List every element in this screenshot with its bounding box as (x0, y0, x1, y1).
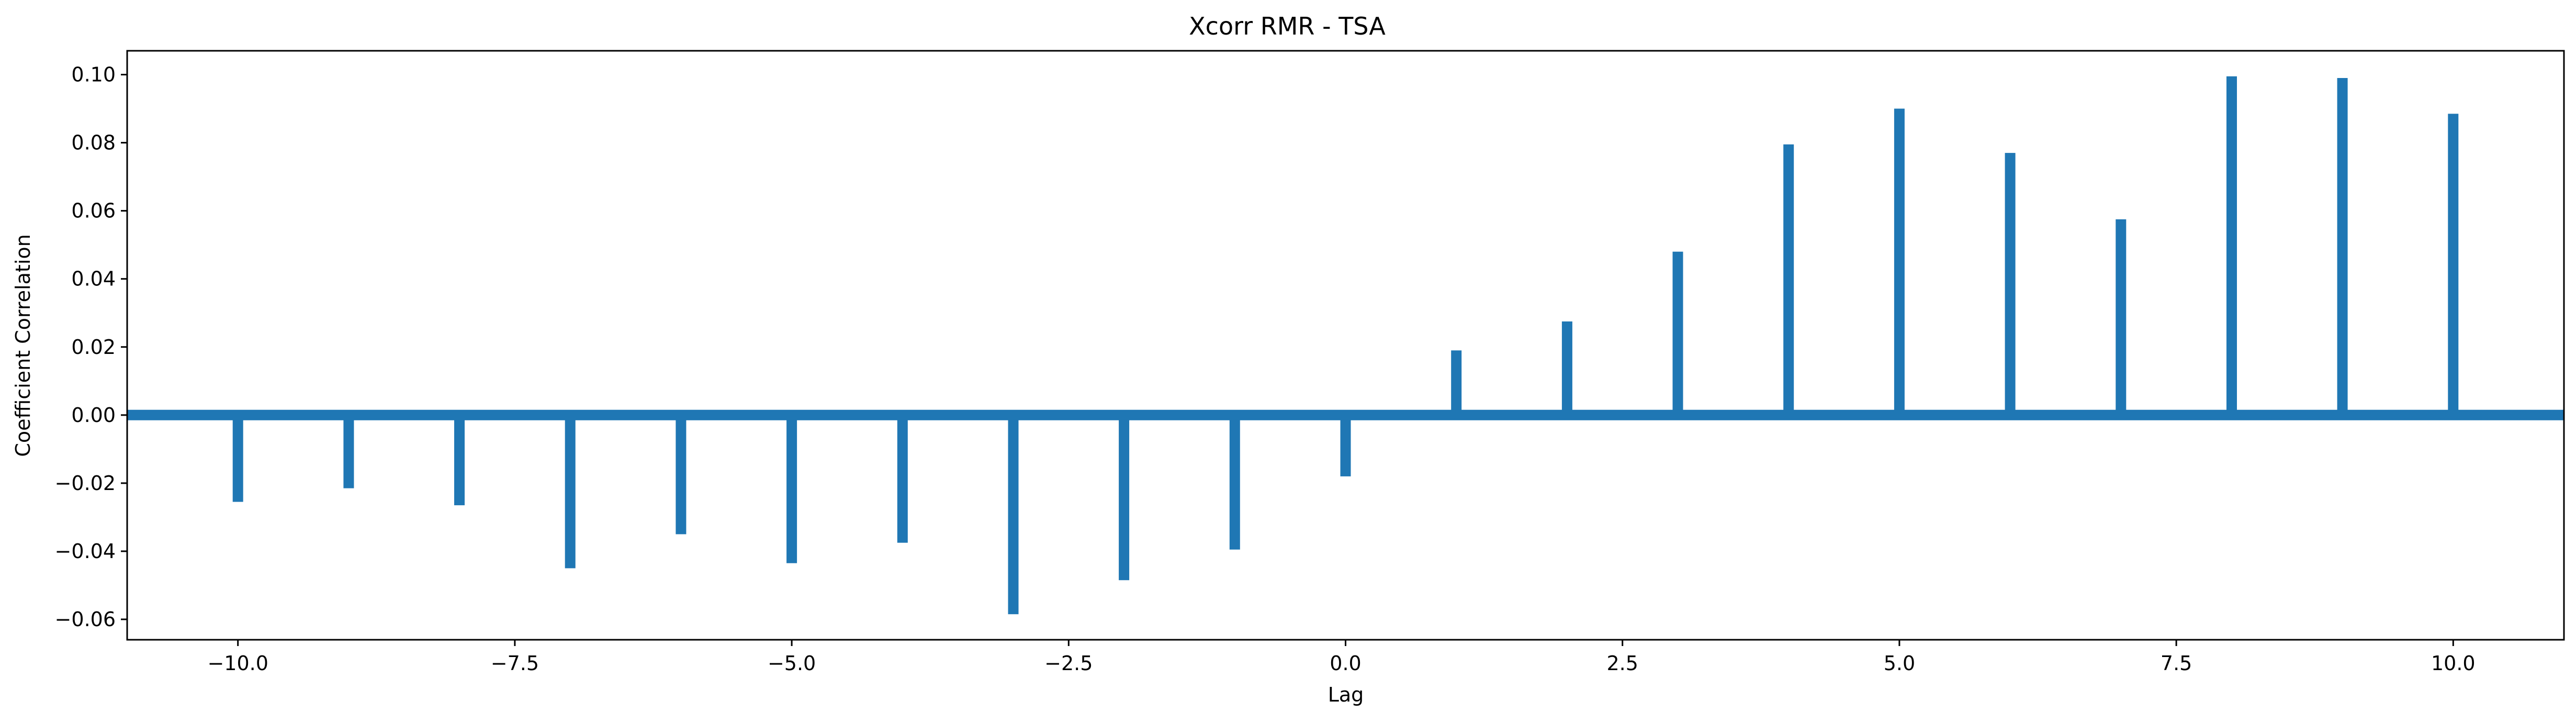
x-tick-label: 2.5 (1606, 652, 1638, 675)
bar-lag-1 (1451, 350, 1462, 415)
bar-lag-10 (2448, 114, 2459, 415)
bar-lag-9 (2337, 78, 2348, 415)
x-tick-label: 7.5 (2161, 652, 2192, 675)
bar-lag-8 (2226, 76, 2237, 415)
bar-lag-minus-1 (1229, 415, 1240, 550)
y-tick-label: −0.02 (55, 472, 116, 495)
y-axis-label: Coefficient Correlation (12, 234, 35, 457)
y-tick-label: 0.10 (71, 63, 116, 86)
x-tick-label: −5.0 (768, 652, 816, 675)
bar-lag-minus-7 (565, 415, 576, 569)
x-tick-label: 5.0 (1884, 652, 1915, 675)
y-tick-label: 0.02 (71, 336, 116, 359)
bar-lag-minus-2 (1119, 415, 1130, 581)
bar-lag-minus-4 (897, 415, 908, 543)
bar-lag-3 (1672, 251, 1683, 415)
bar-lag-minus-5 (786, 415, 797, 563)
bar-lag-4 (1783, 144, 1794, 415)
bar-lag-minus-6 (676, 415, 687, 535)
plot-frame (126, 50, 2565, 641)
y-tick-label: 0.04 (71, 268, 116, 291)
x-tick-label: −7.5 (491, 652, 539, 675)
chart-title: Xcorr RMR - TSA (1189, 12, 1386, 40)
y-tick-label: 0.08 (71, 131, 116, 154)
y-tick-label: 0.00 (71, 404, 116, 427)
y-tick-label: −0.06 (55, 608, 116, 631)
x-tick-label: −2.5 (1044, 652, 1093, 675)
bar-lag-7 (2116, 219, 2127, 415)
bar-lag-minus-9 (343, 415, 354, 488)
y-tick-label: 0.06 (71, 199, 116, 223)
bar-lag-2 (1561, 321, 1572, 415)
bar-lag-0 (1340, 415, 1351, 476)
bar-lag-minus-8 (454, 415, 465, 506)
bar-lag-minus-10 (232, 415, 243, 502)
x-tick-label: −10.0 (207, 652, 268, 675)
x-axis-label: Lag (1328, 683, 1364, 706)
bar-lag-minus-3 (1008, 415, 1019, 615)
x-tick-label: 0.0 (1330, 652, 1361, 675)
bars-layer (232, 76, 2459, 615)
bar-lag-6 (2005, 153, 2016, 415)
y-tick-label: −0.04 (55, 540, 116, 563)
bar-lag-5 (1894, 108, 1905, 415)
ticks-layer: −10.0 −7.5 −5.0 −2.5 0.0 2.5 5.0 7.5 10.0 −0.06 −0… (55, 63, 2476, 675)
x-tick-label: 10.0 (2431, 652, 2476, 675)
